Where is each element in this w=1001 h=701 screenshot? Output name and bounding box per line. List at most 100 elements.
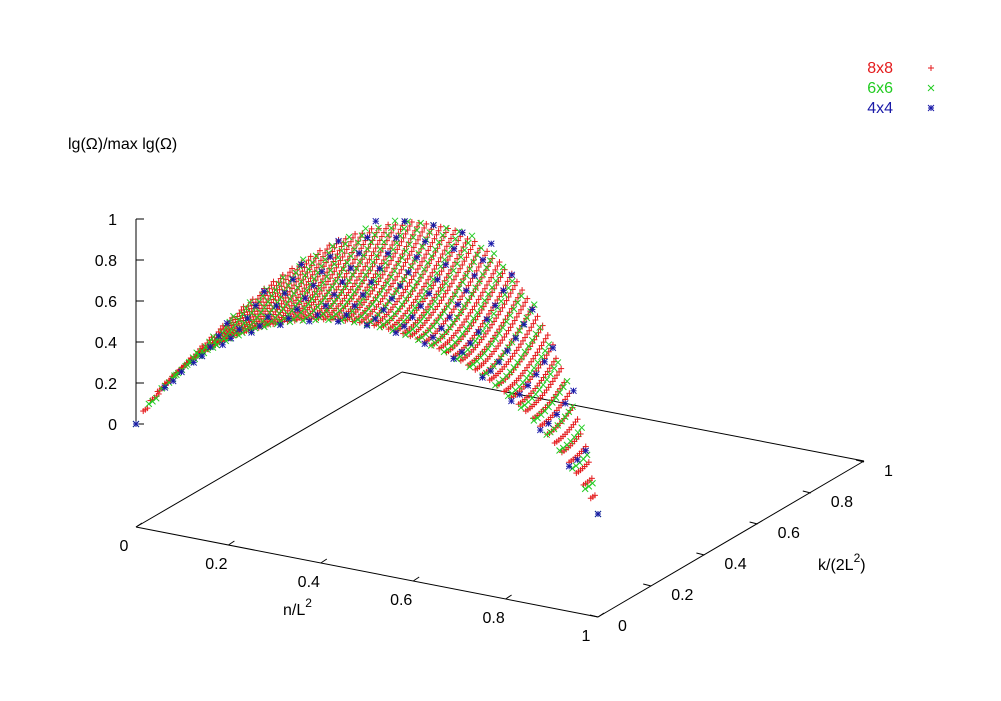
data-point-6x6	[391, 267, 399, 275]
data-point-4x4	[421, 340, 429, 348]
data-point-8x8	[501, 334, 508, 341]
data-point-8x8	[402, 286, 409, 293]
data-point-6x6	[488, 284, 496, 291]
x-tick-label: 0.8	[482, 610, 504, 627]
data-point-6x6	[347, 293, 355, 301]
data-point-6x6	[534, 359, 542, 366]
data-point-8x8	[507, 290, 514, 297]
data-point-8x8	[417, 232, 424, 239]
data-point-8x8	[260, 295, 267, 302]
data-point-8x8	[398, 292, 405, 299]
data-point-4x4	[244, 314, 251, 322]
data-point-6x6	[288, 307, 296, 314]
data-point-8x8	[380, 282, 387, 289]
data-point-8x8	[425, 276, 432, 283]
data-point-4x4	[459, 229, 466, 237]
data-point-8x8	[419, 258, 426, 265]
data-point-6x6	[272, 286, 279, 294]
data-point-8x8	[350, 234, 356, 241]
data-point-6x6	[406, 290, 413, 298]
data-point-6x6	[538, 353, 545, 361]
data-point-4x4	[215, 332, 223, 340]
data-point-6x6	[312, 316, 320, 324]
data-point-8x8	[338, 243, 345, 250]
data-point-6x6	[433, 269, 441, 277]
data-point-6x6	[560, 383, 567, 391]
data-point-8x8	[577, 430, 584, 437]
data-point-6x6	[152, 394, 160, 402]
data-point-8x8	[392, 221, 399, 228]
data-point-4x4	[256, 322, 264, 330]
data-point-6x6	[532, 330, 540, 338]
data-point-6x6	[583, 451, 591, 459]
data-point-4x4	[479, 374, 486, 381]
data-point-6x6	[545, 403, 552, 411]
data-point-6x6	[209, 333, 217, 341]
data-point-6x6	[321, 256, 329, 264]
data-point-8x8	[307, 253, 314, 260]
data-point-8x8	[320, 253, 327, 260]
data-point-8x8	[457, 296, 464, 303]
data-point-8x8	[518, 306, 524, 313]
data-point-6x6	[481, 297, 488, 304]
data-point-8x8	[553, 372, 560, 379]
data-point-6x6	[339, 303, 347, 310]
data-point-6x6	[453, 314, 461, 321]
data-point-8x8	[383, 264, 390, 271]
data-point-6x6	[316, 285, 323, 292]
data-point-8x8	[362, 237, 369, 244]
data-point-8x8	[423, 220, 430, 227]
data-point-4x4	[421, 238, 429, 245]
data-point-8x8	[494, 329, 501, 336]
data-point-4x4	[368, 278, 375, 286]
data-point-4x4	[475, 328, 482, 336]
data-point-8x8	[530, 355, 537, 362]
data-point-6x6	[413, 278, 421, 286]
data-point-6x6	[461, 302, 468, 310]
data-point-6x6	[301, 272, 309, 279]
data-point-4x4	[508, 397, 515, 405]
data-point-6x6	[552, 394, 560, 402]
data-point-6x6	[420, 313, 428, 321]
data-point-8x8	[448, 280, 455, 287]
data-point-6x6	[295, 297, 303, 305]
data-point-6x6	[556, 389, 564, 396]
data-point-6x6	[240, 319, 248, 327]
data-point-6x6	[228, 326, 235, 334]
data-point-8x8	[387, 283, 394, 290]
data-point-8x8	[408, 218, 415, 225]
data-point-6x6	[275, 280, 283, 288]
data-point-6x6	[242, 305, 250, 312]
data-point-6x6	[374, 272, 382, 279]
data-point-6x6	[441, 256, 448, 264]
data-point-8x8	[375, 278, 382, 285]
data-point-8x8	[453, 273, 460, 280]
data-point-8x8	[364, 284, 371, 291]
data-point-8x8	[524, 295, 531, 302]
data-point-6x6	[325, 289, 333, 296]
data-point-4x4	[400, 322, 408, 330]
data-point-6x6	[340, 265, 347, 273]
data-point-6x6	[503, 318, 510, 326]
data-point-6x6	[183, 361, 191, 369]
data-point-6x6	[459, 278, 467, 286]
data-point-8x8	[428, 256, 435, 263]
data-point-4x4	[305, 317, 313, 325]
data-point-8x8	[548, 362, 555, 369]
data-point-8x8	[504, 278, 511, 285]
data-point-8x8	[322, 249, 329, 256]
data-point-4x4	[487, 367, 495, 375]
data-point-6x6	[473, 309, 481, 316]
data-point-4x4	[343, 311, 350, 319]
data-point-8x8	[438, 237, 445, 244]
data-point-8x8	[505, 327, 512, 334]
data-point-8x8	[440, 293, 447, 300]
data-point-6x6	[514, 299, 522, 306]
data-point-8x8	[465, 250, 472, 257]
data-point-4x4	[335, 237, 342, 245]
data-point-4x4	[227, 334, 235, 342]
legend-marker-6x6	[927, 84, 935, 92]
data-point-8x8	[358, 245, 365, 252]
data-point-6x6	[354, 283, 362, 290]
